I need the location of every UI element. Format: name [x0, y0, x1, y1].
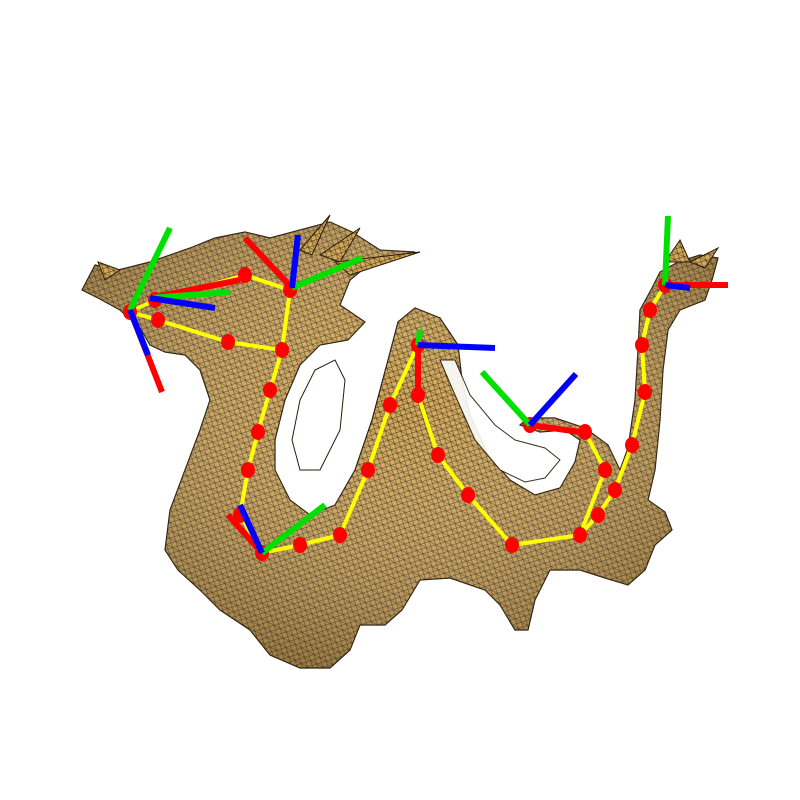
joint-headc — [238, 267, 252, 283]
bone-25 — [630, 390, 647, 447]
bone-15 — [366, 403, 392, 472]
bone-20 — [466, 493, 514, 547]
bone-24 — [613, 443, 634, 492]
joint-n3 — [251, 424, 265, 440]
joint-c2 — [431, 447, 445, 463]
joint-c3 — [461, 487, 475, 503]
joint-b2 — [333, 527, 347, 543]
frame-2-axis-y — [290, 255, 364, 291]
frame-3-axis-y — [260, 502, 327, 556]
joint-d5 — [635, 337, 649, 353]
frame-6-axis-z — [664, 282, 691, 291]
bone-2 — [243, 273, 292, 292]
frame-3-axis-z — [237, 503, 265, 555]
frame-1-axis-z — [149, 295, 216, 311]
joint-jaw — [151, 312, 165, 328]
joint-n4 — [241, 462, 255, 478]
bone-21 — [510, 533, 582, 547]
joint-d3 — [625, 437, 639, 453]
joint-n2 — [263, 382, 277, 398]
joint-d4 — [638, 384, 652, 400]
frame-2-axis-z — [289, 234, 301, 289]
joint-b3 — [361, 462, 375, 478]
frame-2-axis-x — [242, 235, 295, 291]
joint-jawb — [221, 334, 235, 350]
bone-19 — [436, 453, 470, 497]
joint-c4 — [505, 537, 519, 553]
frame-5-axis-x — [529, 422, 581, 435]
bone-29 — [578, 468, 607, 537]
frame-4-axis-z — [417, 342, 496, 351]
bone-18 — [416, 393, 440, 457]
bone-14 — [338, 468, 370, 537]
joint-c5 — [573, 527, 587, 543]
joint-d6 — [643, 302, 657, 318]
joint-arm1 — [578, 424, 592, 440]
bone-5 — [226, 340, 284, 352]
bone-4 — [156, 318, 230, 344]
bone-6 — [280, 288, 292, 352]
bone-16 — [388, 343, 420, 407]
frame-5-axis-y — [479, 369, 533, 428]
dragon-mesh — [81, 214, 720, 669]
frame-6-axis-y — [662, 215, 671, 286]
joint-coordinate-frames — [127, 215, 728, 556]
joint-d2 — [608, 482, 622, 498]
frame-5-axis-z — [527, 371, 579, 428]
joint-b1 — [293, 537, 307, 553]
frame-0-axis-y — [127, 226, 173, 312]
joint-arm2 — [598, 462, 612, 478]
frame-1-axis-y — [149, 289, 231, 301]
joint-b4 — [383, 397, 397, 413]
frame-0-axis-z — [127, 308, 151, 357]
joint-n1 — [275, 342, 289, 358]
joint-d1 — [591, 507, 605, 523]
